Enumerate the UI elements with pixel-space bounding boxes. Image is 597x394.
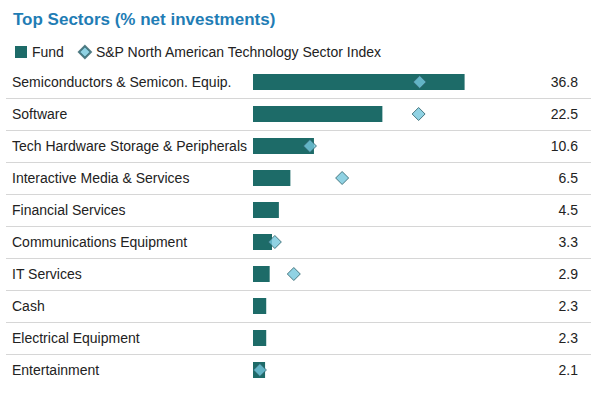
svg-text:Entertainment: Entertainment	[12, 362, 99, 378]
svg-text:36.8: 36.8	[551, 74, 578, 90]
svg-text:Top Sectors (% net investments: Top Sectors (% net investments)	[13, 10, 275, 29]
svg-text:22.5: 22.5	[551, 106, 578, 122]
svg-text:2.3: 2.3	[559, 298, 579, 314]
svg-text:Semiconductors & Semicon. Equi: Semiconductors & Semicon. Equip.	[12, 74, 231, 90]
svg-text:4.5: 4.5	[559, 202, 579, 218]
svg-text:Fund: Fund	[32, 44, 64, 60]
svg-text:Software: Software	[12, 106, 67, 122]
svg-text:2.9: 2.9	[559, 266, 579, 282]
svg-text:Interactive Media & Services: Interactive Media & Services	[12, 170, 189, 186]
svg-text:10.6: 10.6	[551, 138, 578, 154]
svg-text:3.3: 3.3	[559, 234, 579, 250]
svg-text:S&P North American Technology: S&P North American Technology Sector Ind…	[96, 44, 381, 60]
svg-text:Tech Hardware Storage & Periph: Tech Hardware Storage & Peripherals	[12, 138, 247, 154]
svg-text:6.5: 6.5	[559, 170, 579, 186]
svg-text:Cash: Cash	[12, 298, 45, 314]
svg-text:Financial Services: Financial Services	[12, 202, 126, 218]
svg-text:Electrical Equipment: Electrical Equipment	[12, 330, 140, 346]
svg-text:2.3: 2.3	[559, 330, 579, 346]
svg-text:Communications Equipment: Communications Equipment	[12, 234, 187, 250]
svg-text:2.1: 2.1	[559, 362, 579, 378]
svg-text:IT Services: IT Services	[12, 266, 82, 282]
